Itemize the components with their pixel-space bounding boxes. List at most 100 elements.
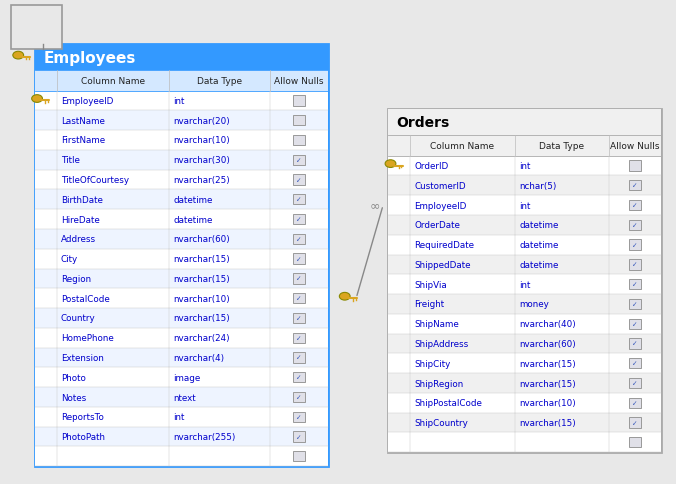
Text: datetime: datetime	[519, 260, 558, 270]
Text: OrderDate: OrderDate	[414, 221, 460, 230]
Text: EmployeeID: EmployeeID	[414, 201, 466, 210]
Bar	[389, 176, 661, 196]
Text: datetime: datetime	[519, 241, 558, 250]
Bar	[293, 195, 305, 205]
Text: CustomerID: CustomerID	[414, 182, 466, 190]
Bar	[389, 255, 661, 275]
Bar	[35, 387, 328, 407]
Bar	[389, 215, 661, 235]
Text: int: int	[173, 412, 185, 422]
Text: nvarchar(24): nvarchar(24)	[173, 333, 230, 343]
Bar	[35, 151, 328, 170]
Text: nvarchar(10): nvarchar(10)	[173, 136, 230, 145]
Text: ✓: ✓	[632, 380, 638, 386]
Bar	[389, 354, 661, 373]
Text: ShippedDate: ShippedDate	[414, 260, 470, 270]
Text: nvarchar(10): nvarchar(10)	[173, 294, 230, 303]
Text: Employees: Employees	[43, 50, 135, 65]
Text: RequiredDate: RequiredDate	[414, 241, 474, 250]
Text: Allow Nulls: Allow Nulls	[610, 142, 660, 151]
Bar	[389, 373, 661, 393]
Text: int: int	[519, 162, 531, 171]
Text: int: int	[519, 280, 531, 289]
Text: ✓: ✓	[296, 256, 302, 262]
Text: nvarchar(60): nvarchar(60)	[173, 235, 230, 244]
Text: Column Name: Column Name	[431, 142, 495, 151]
Bar	[629, 240, 641, 250]
Text: TitleOfCourtesy: TitleOfCourtesy	[61, 176, 128, 185]
Text: Allow Nulls: Allow Nulls	[274, 77, 324, 86]
Bar	[293, 155, 305, 166]
Text: PostalCode: PostalCode	[61, 294, 110, 303]
Bar	[629, 220, 641, 230]
Text: ✓: ✓	[632, 262, 638, 268]
Text: nvarchar(255): nvarchar(255)	[173, 432, 236, 441]
Text: nvarchar(15): nvarchar(15)	[519, 379, 576, 388]
Text: FirstName: FirstName	[61, 136, 105, 145]
Bar	[389, 196, 661, 215]
Bar	[35, 288, 328, 308]
Text: Data Type: Data Type	[197, 77, 243, 86]
Bar	[35, 190, 328, 210]
Text: ✓: ✓	[632, 183, 638, 189]
Text: Column Name: Column Name	[81, 77, 145, 86]
Text: ShipPostalCode: ShipPostalCode	[414, 398, 482, 408]
Bar	[35, 210, 328, 229]
Bar	[389, 110, 661, 136]
Text: HireDate: HireDate	[61, 215, 99, 224]
Text: nvarchar(15): nvarchar(15)	[173, 274, 230, 283]
Text: ✓: ✓	[296, 414, 302, 420]
Text: Title: Title	[61, 156, 80, 165]
Text: Data Type: Data Type	[539, 142, 585, 151]
Bar	[293, 116, 305, 126]
Text: ✓: ✓	[296, 276, 302, 282]
Bar	[11, 6, 62, 49]
Bar	[389, 314, 661, 334]
Text: nvarchar(20): nvarchar(20)	[173, 117, 230, 125]
Bar	[293, 412, 305, 422]
Text: ✓: ✓	[296, 375, 302, 380]
Text: Extension: Extension	[61, 353, 103, 362]
Text: ReportsTo: ReportsTo	[61, 412, 103, 422]
Bar	[389, 413, 661, 433]
Bar	[293, 353, 305, 363]
Bar	[293, 372, 305, 382]
Bar	[35, 71, 328, 91]
Text: ✓: ✓	[296, 434, 302, 439]
Bar	[293, 432, 305, 442]
Bar	[629, 358, 641, 369]
Bar	[35, 170, 328, 190]
Bar	[35, 91, 328, 111]
Bar	[629, 378, 641, 388]
Bar	[293, 293, 305, 303]
Text: image: image	[173, 373, 201, 382]
Text: ShipAddress: ShipAddress	[414, 339, 468, 348]
Text: ✓: ✓	[632, 223, 638, 228]
Bar	[629, 339, 641, 349]
Text: ✓: ✓	[632, 242, 638, 248]
Bar	[293, 136, 305, 146]
Text: Freight: Freight	[414, 300, 444, 309]
Bar	[35, 368, 328, 387]
Text: nvarchar(15): nvarchar(15)	[519, 359, 576, 368]
Text: nvarchar(15): nvarchar(15)	[173, 255, 230, 264]
Bar	[629, 181, 641, 191]
Text: nvarchar(60): nvarchar(60)	[519, 339, 576, 348]
Bar	[629, 260, 641, 270]
Bar	[629, 299, 641, 309]
Bar	[35, 427, 328, 447]
Text: ∞: ∞	[370, 199, 380, 212]
Text: EmployeeID: EmployeeID	[61, 97, 113, 106]
Text: datetime: datetime	[173, 215, 213, 224]
Bar	[35, 308, 328, 328]
Text: ✓: ✓	[632, 282, 638, 287]
Text: OrderID: OrderID	[414, 162, 448, 171]
Bar	[35, 447, 328, 466]
Bar	[389, 294, 661, 314]
Text: ntext: ntext	[173, 393, 196, 402]
Text: ShipVia: ShipVia	[414, 280, 447, 289]
Bar	[629, 279, 641, 290]
Bar	[629, 319, 641, 329]
Text: ✓: ✓	[296, 236, 302, 242]
Text: ✓: ✓	[296, 315, 302, 321]
